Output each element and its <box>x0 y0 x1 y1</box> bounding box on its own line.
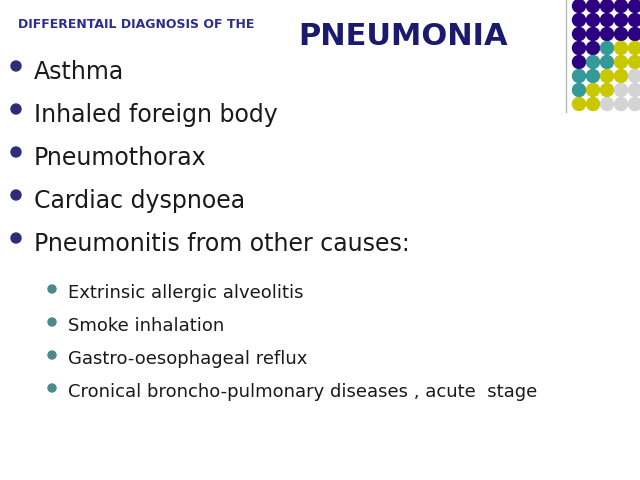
Text: DIFFERENTAIL DIAGNOSIS OF THE: DIFFERENTAIL DIAGNOSIS OF THE <box>18 18 254 31</box>
Text: PNEUMONIA: PNEUMONIA <box>298 22 508 51</box>
Circle shape <box>614 97 627 110</box>
Circle shape <box>600 84 614 96</box>
Circle shape <box>600 41 614 55</box>
Circle shape <box>614 13 627 26</box>
Circle shape <box>48 285 56 293</box>
Text: Pneumothorax: Pneumothorax <box>34 146 207 170</box>
Circle shape <box>573 56 586 69</box>
Circle shape <box>628 27 640 40</box>
Circle shape <box>628 84 640 96</box>
Circle shape <box>586 97 600 110</box>
Circle shape <box>586 0 600 12</box>
Circle shape <box>11 233 21 243</box>
Circle shape <box>614 56 627 69</box>
Text: Gastro-oesophageal reflux: Gastro-oesophageal reflux <box>68 350 307 368</box>
Circle shape <box>600 13 614 26</box>
Circle shape <box>48 384 56 392</box>
Circle shape <box>628 0 640 12</box>
Circle shape <box>600 0 614 12</box>
Circle shape <box>11 61 21 71</box>
Circle shape <box>586 41 600 55</box>
Text: Cronical broncho-pulmonary diseases , acute  stage: Cronical broncho-pulmonary diseases , ac… <box>68 383 537 401</box>
Circle shape <box>586 84 600 96</box>
Circle shape <box>628 70 640 83</box>
Text: Extrinsic allergic alveolitis: Extrinsic allergic alveolitis <box>68 284 303 302</box>
Circle shape <box>586 70 600 83</box>
Circle shape <box>614 27 627 40</box>
Text: Cardiac dyspnoea: Cardiac dyspnoea <box>34 189 245 213</box>
Circle shape <box>614 41 627 55</box>
Circle shape <box>11 190 21 200</box>
Circle shape <box>573 84 586 96</box>
Circle shape <box>586 27 600 40</box>
Circle shape <box>48 318 56 326</box>
Text: Inhaled foreign body: Inhaled foreign body <box>34 103 278 127</box>
Circle shape <box>600 70 614 83</box>
Circle shape <box>11 104 21 114</box>
Circle shape <box>573 27 586 40</box>
Text: Asthma: Asthma <box>34 60 124 84</box>
Circle shape <box>573 13 586 26</box>
Circle shape <box>586 13 600 26</box>
Circle shape <box>614 84 627 96</box>
Circle shape <box>573 97 586 110</box>
Circle shape <box>600 97 614 110</box>
Circle shape <box>573 0 586 12</box>
Circle shape <box>614 70 627 83</box>
Circle shape <box>628 97 640 110</box>
Circle shape <box>586 56 600 69</box>
Circle shape <box>11 147 21 157</box>
Circle shape <box>628 13 640 26</box>
Circle shape <box>573 41 586 55</box>
Circle shape <box>628 56 640 69</box>
Circle shape <box>614 0 627 12</box>
Circle shape <box>48 351 56 359</box>
Text: Pneumonitis from other causes:: Pneumonitis from other causes: <box>34 232 410 256</box>
Circle shape <box>600 27 614 40</box>
Circle shape <box>573 70 586 83</box>
Circle shape <box>600 56 614 69</box>
Circle shape <box>628 41 640 55</box>
Text: Smoke inhalation: Smoke inhalation <box>68 317 224 335</box>
